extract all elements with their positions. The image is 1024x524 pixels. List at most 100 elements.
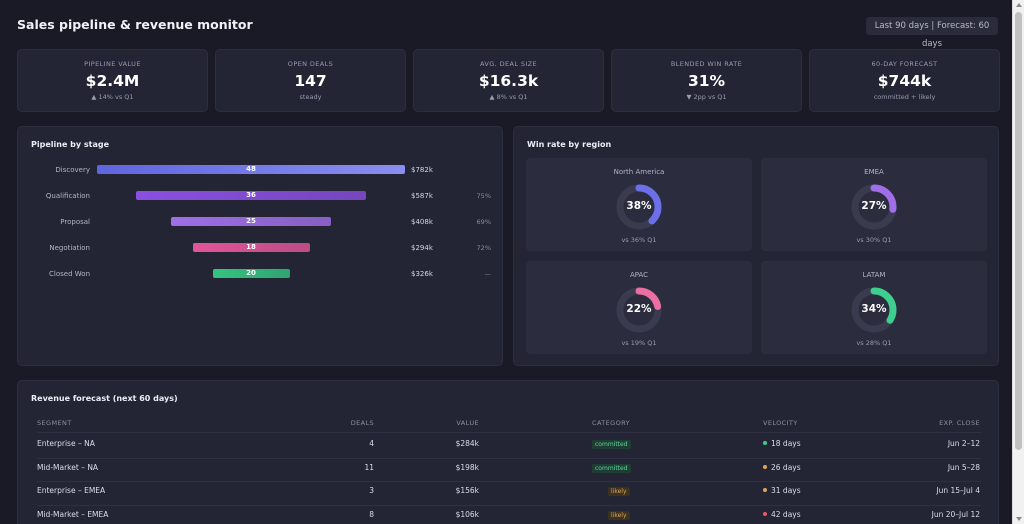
table-row[interactable]: [37, 482, 981, 506]
column-header-velocity: VELOCITY: [763, 419, 798, 427]
category-badge: likely: [608, 487, 630, 496]
table-row[interactable]: [37, 435, 981, 459]
kpi-delta: steady: [299, 93, 322, 101]
donut-arc: [851, 184, 897, 230]
scroll-up-icon[interactable]: [1016, 3, 1022, 7]
velocity-value: 26 days: [771, 462, 801, 472]
kpi-value: 147: [294, 72, 327, 90]
kpi-label: AVG. DEAL SIZE: [479, 60, 538, 68]
table-row[interactable]: [37, 506, 981, 524]
donut-chart: [851, 184, 897, 230]
column-header-category: CATEGORY: [592, 419, 630, 427]
velocity-status-icon: [763, 441, 767, 445]
stage-label: Negotiation: [49, 244, 90, 252]
category-badge: committed: [592, 440, 631, 449]
panel-title: Win rate by region: [527, 140, 612, 149]
scroll-thumb[interactable]: [1015, 12, 1022, 450]
donut-chart: [616, 184, 662, 230]
velocity-cell: 18 days: [763, 439, 801, 448]
win-rate-panel: Win rate by region North America 38% vs 36…: [513, 126, 999, 366]
row-divider: [37, 481, 981, 482]
stage-label: Closed Won: [49, 270, 90, 278]
exp-close-cell: Jun 5–28: [947, 462, 980, 472]
column-header-exp-close: EXP. CLOSE: [939, 419, 980, 427]
segment-cell: Enterprise – EMEA: [37, 486, 106, 495]
kpi-delta: ▲ 14% vs Q1: [91, 93, 134, 101]
kpi-value: $16.3k: [478, 72, 539, 90]
velocity-status-icon: [763, 488, 767, 492]
column-header-value: VALUE: [456, 419, 479, 427]
stage-value: $294k: [411, 244, 433, 252]
stage-conversion: 75%: [476, 192, 491, 200]
kpi-label: 60-DAY FORECAST: [871, 60, 938, 68]
header-divider: [37, 432, 981, 433]
deals-cell: 3: [369, 486, 374, 495]
row-divider: [37, 457, 981, 459]
stage-value: $782k: [411, 166, 433, 174]
region-name: LATAM: [862, 271, 886, 279]
date-range-selector[interactable]: Last 90 days | Forecast: 60 days: [866, 17, 998, 49]
donut-arc: [616, 287, 662, 333]
region-card[interactable]: LATAM 34% vs 28% Q1: [761, 261, 987, 354]
win-rate-value: 34%: [861, 303, 887, 315]
kpi-label: PIPELINE VALUE: [84, 60, 141, 68]
exp-close-cell: Jun 20–Jul 12: [931, 509, 980, 519]
segment-cell: Enterprise – NA: [37, 439, 95, 448]
region-card[interactable]: APAC 22% vs 19% Q1: [526, 261, 752, 354]
category-badge: likely: [608, 510, 630, 520]
segment-cell: Mid-Market – EMEA: [37, 509, 109, 519]
stage-bar[interactable]: 48: [97, 165, 405, 174]
stage-bar[interactable]: 36: [136, 191, 366, 200]
region-comparison: vs 19% Q1: [621, 339, 657, 347]
stage-label: Qualification: [45, 192, 90, 200]
stage-bar[interactable]: 25: [171, 217, 331, 226]
value-cell: $156k: [455, 486, 479, 495]
exp-close-cell: Jun 15–Jul 4: [936, 486, 980, 495]
deals-cell: 4: [369, 439, 374, 448]
stage-label: Proposal: [60, 218, 90, 226]
win-rate-value: 22%: [626, 303, 652, 315]
kpi-delta: committed + likely: [873, 93, 936, 101]
stage-conversion: 72%: [476, 244, 491, 252]
donut-arc: [616, 184, 662, 230]
velocity-value: 42 days: [771, 509, 801, 519]
stage-conversion: —: [484, 270, 492, 278]
region-name: North America: [613, 168, 665, 176]
exp-close-cell: Jun 2–12: [947, 439, 980, 448]
kpi-label: BLENDED WIN RATE: [670, 60, 743, 68]
stage-bar[interactable]: 20: [212, 269, 290, 278]
kpi-delta: ▲ 8% vs Q1: [489, 93, 528, 101]
stage-value: $326k: [411, 270, 433, 278]
velocity-status-icon: [763, 511, 767, 516]
stage-label: Discovery: [55, 166, 90, 174]
row-divider: [37, 504, 981, 506]
stage-conversion: 69%: [476, 218, 491, 226]
value-cell: $198k: [455, 462, 479, 472]
kpi-value: $744k: [877, 72, 932, 90]
deals-cell: 11: [364, 462, 374, 472]
table-row[interactable]: [37, 459, 981, 483]
donut-chart: [851, 287, 897, 333]
vertical-scrollbar[interactable]: [1012, 0, 1024, 524]
stage-value: $408k: [411, 218, 433, 226]
region-name: APAC: [629, 271, 649, 279]
forecast-panel: Revenue forecast (next 60 days) SEGMENT …: [17, 380, 999, 524]
velocity-cell: 26 days: [763, 463, 801, 472]
page-title: Sales pipeline & revenue monitor: [17, 17, 253, 32]
kpi-card-forecast: 60-DAY FORECAST $744k committed + likely: [809, 49, 1000, 112]
scroll-down-icon[interactable]: [1016, 517, 1022, 521]
deals-cell: 8: [369, 509, 374, 519]
region-card[interactable]: North America 38% vs 36% Q1: [526, 158, 752, 251]
kpi-value: $2.4M: [85, 72, 140, 90]
velocity-status-icon: [763, 464, 767, 469]
kpi-card-win-rate: BLENDED WIN RATE 31% ▼ 2pp vs Q1: [611, 49, 802, 112]
region-comparison: vs 30% Q1: [856, 236, 892, 244]
stage-bar[interactable]: 18: [192, 243, 310, 252]
segment-cell: Mid-Market – NA: [37, 462, 99, 472]
region-card[interactable]: EMEA 27% vs 30% Q1: [761, 158, 987, 251]
region-name: EMEA: [864, 168, 884, 176]
region-comparison: vs 36% Q1: [621, 236, 657, 244]
donut-arc: [851, 287, 897, 333]
category-badge: committed: [592, 463, 631, 473]
stage-value: $587k: [411, 192, 433, 200]
